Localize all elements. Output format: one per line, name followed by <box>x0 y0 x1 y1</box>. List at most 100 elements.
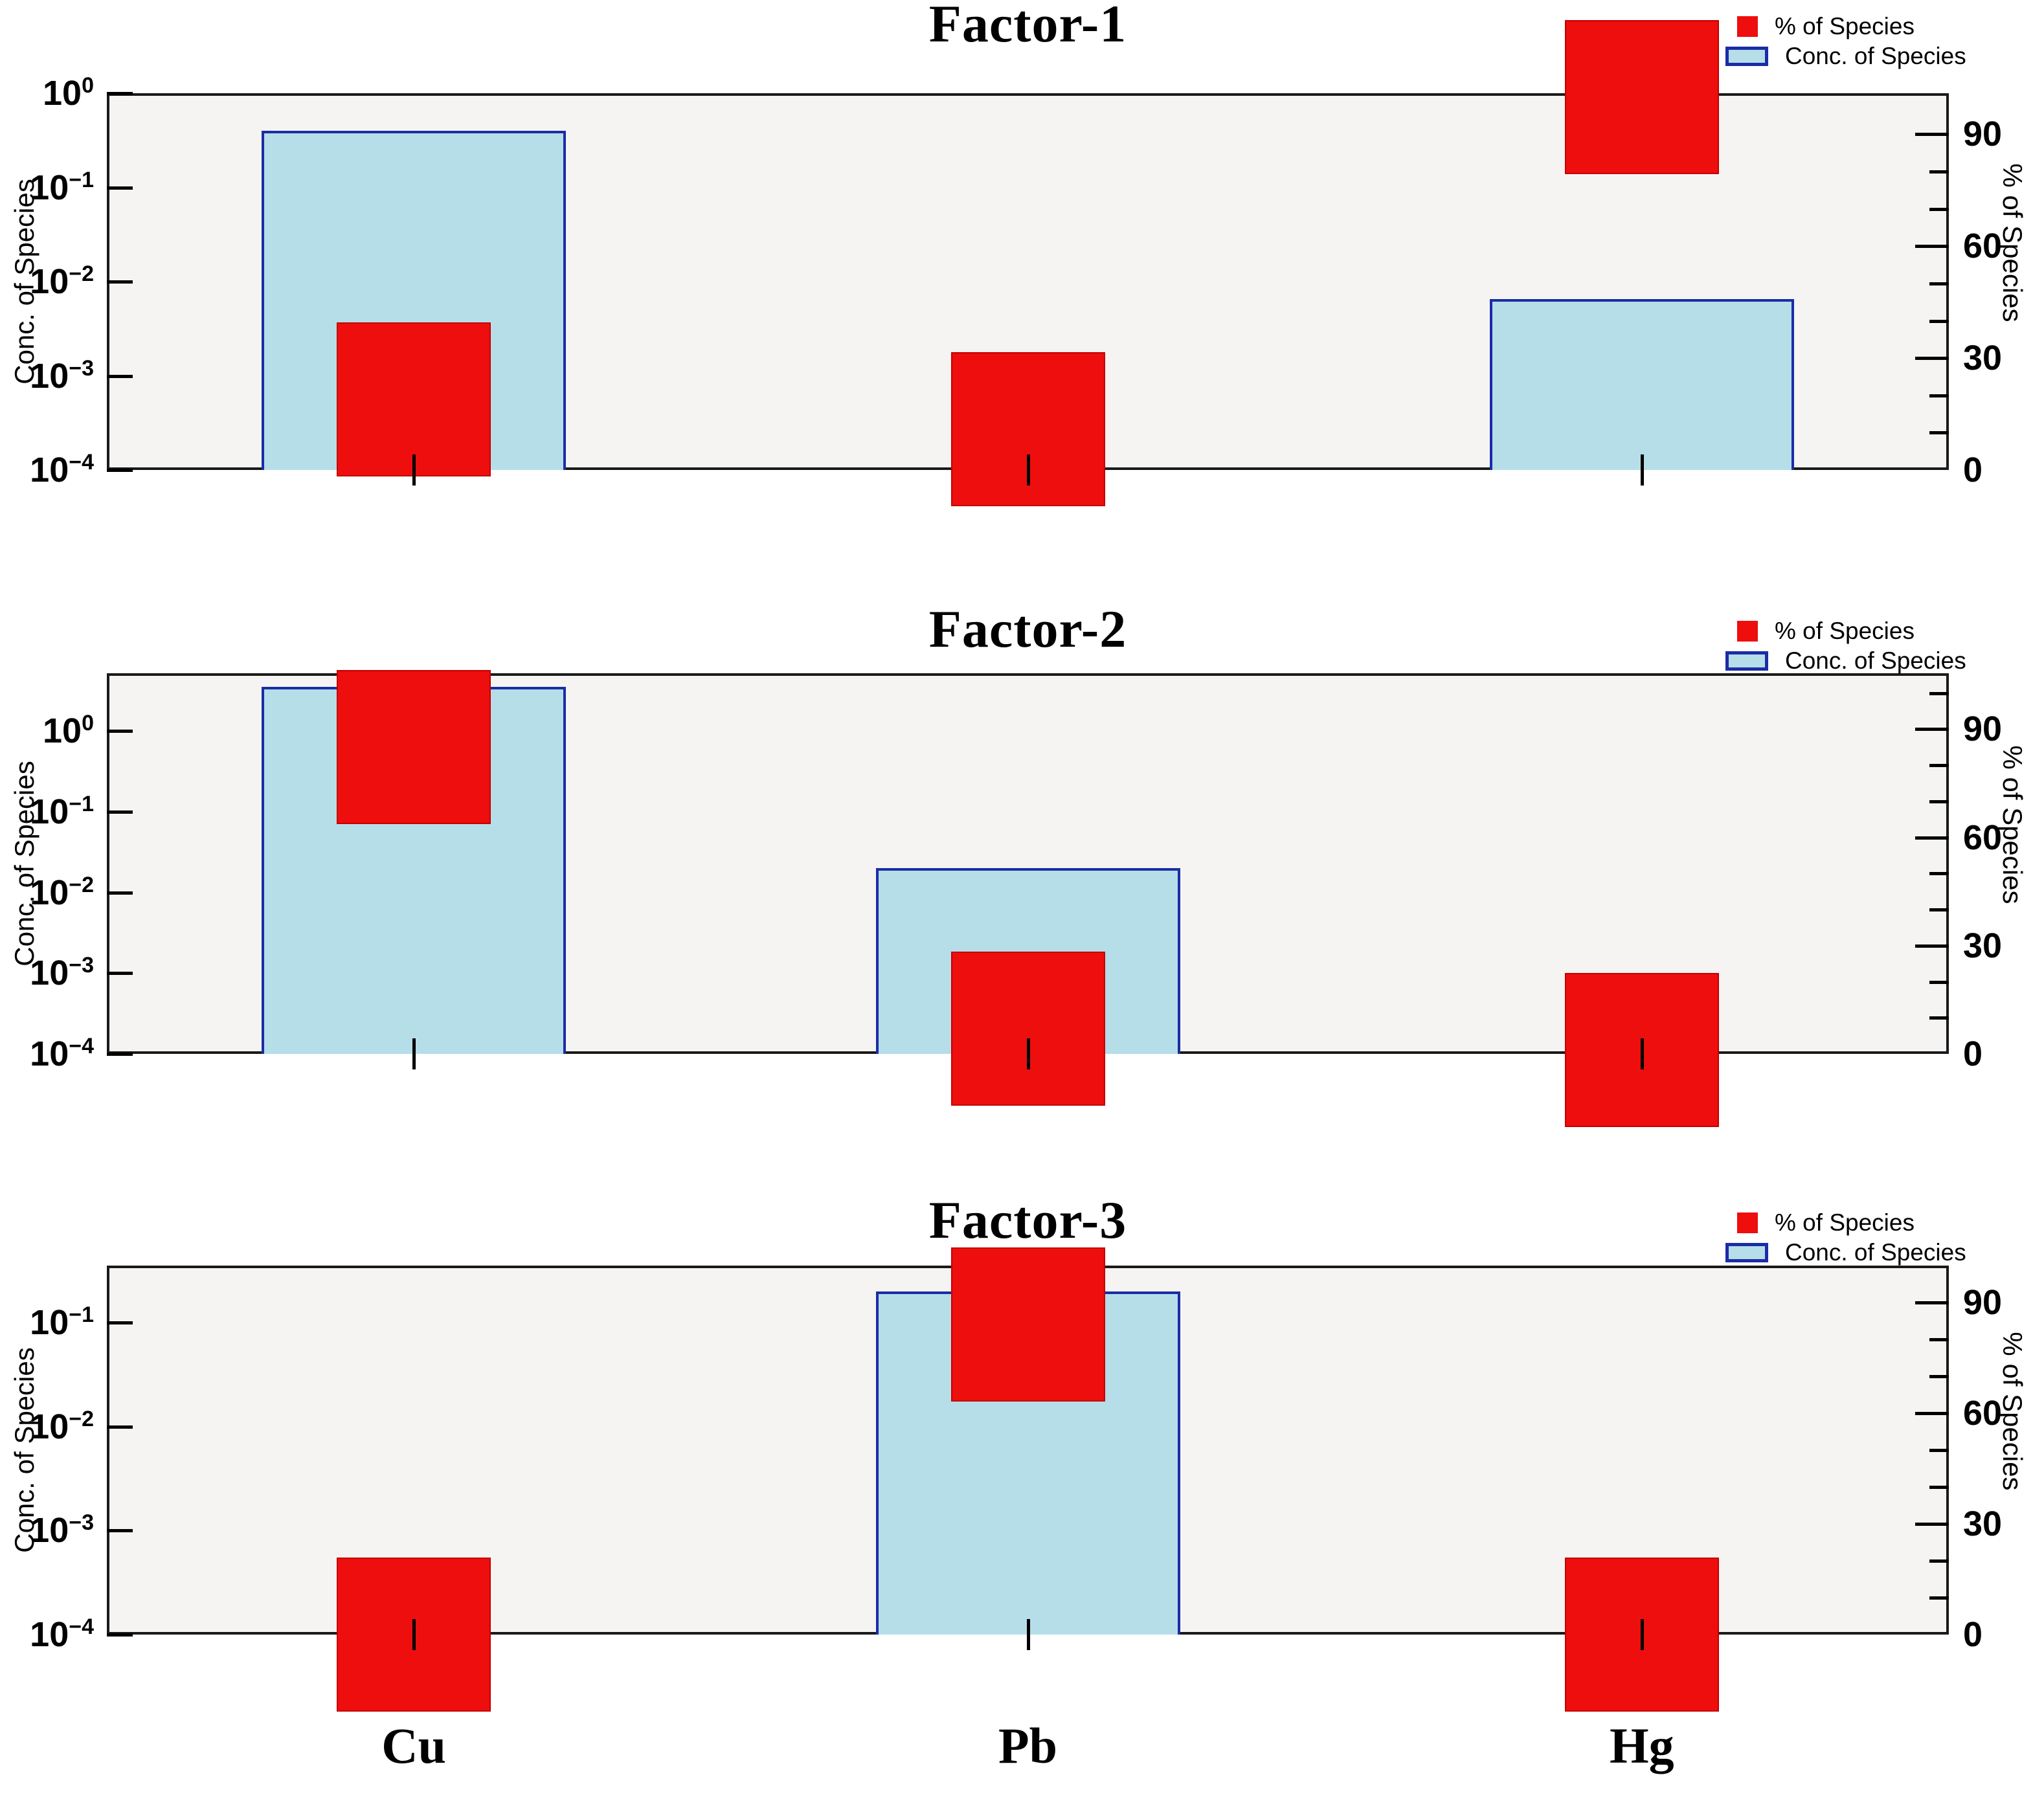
left-axis-tick <box>107 374 133 378</box>
legend-item-label: Conc. of Species <box>1785 1239 1966 1266</box>
legend-item-label: % of Species <box>1775 13 1915 39</box>
right-axis-title: % of Species <box>1997 163 2028 322</box>
right-axis-minor-tick <box>1929 207 1949 211</box>
exponent: −3 <box>69 953 94 978</box>
right-axis-minor-tick <box>1929 1375 1949 1378</box>
left-axis-tick <box>107 1321 133 1325</box>
right-axis-tick <box>1915 1523 1949 1526</box>
legend-item: Conc. of Species <box>1725 1238 1966 1268</box>
left-tick-label: 10−1 <box>30 791 94 831</box>
right-tick-label: 0 <box>1963 451 1983 489</box>
right-axis-tick <box>1915 944 1949 948</box>
left-axis-tick <box>107 810 133 814</box>
right-tick-label: 90 <box>1963 710 2003 749</box>
exponent: −4 <box>69 1034 94 1058</box>
left-axis-tick <box>107 891 133 895</box>
right-axis-minor-tick <box>1929 319 1949 323</box>
category-label-pb: Pb <box>998 1717 1058 1774</box>
x-axis-tick <box>412 454 416 486</box>
right-axis-minor-tick <box>1929 1559 1949 1563</box>
x-axis-tick <box>1640 454 1644 486</box>
right-tick-label: 90 <box>1963 115 2003 154</box>
panel-title-3: Factor-3 <box>928 1190 1127 1249</box>
left-tick-label: 10−4 <box>30 1615 94 1654</box>
pct-marker-cu <box>337 322 491 476</box>
left-axis-tick <box>107 92 133 95</box>
right-axis-minor-tick <box>1929 980 1949 984</box>
pct-marker-pb <box>950 951 1105 1106</box>
left-axis-tick <box>107 186 133 190</box>
right-axis-minor-tick <box>1929 1016 1949 1020</box>
pct-marker-pb <box>950 352 1105 506</box>
x-axis-tick <box>412 1619 416 1650</box>
right-tick-label: 60 <box>1963 1394 2003 1433</box>
left-tick-label: 10−4 <box>30 1034 94 1073</box>
left-tick-label: 10−4 <box>30 450 94 489</box>
right-axis-tick <box>1915 245 1949 249</box>
right-axis-title: % of Species <box>1997 1332 2028 1491</box>
right-axis-minor-tick <box>1929 764 1949 768</box>
blue-bar-swatch <box>1725 47 1768 66</box>
right-axis-minor-tick <box>1929 1596 1949 1600</box>
category-label-cu: Cu <box>381 1717 447 1774</box>
legend-item-label: % of Species <box>1775 1209 1915 1236</box>
left-axis-title: Conc. of Species <box>9 1347 39 1553</box>
exponent: −4 <box>69 450 94 475</box>
exponent: −4 <box>69 1615 94 1639</box>
exponent: −2 <box>69 262 94 286</box>
right-tick-label: 30 <box>1963 1504 2003 1543</box>
left-axis-tick <box>107 280 133 284</box>
right-tick-label: 30 <box>1963 339 2003 378</box>
right-axis-minor-tick <box>1929 908 1949 912</box>
left-axis-tick <box>107 730 133 733</box>
right-axis-tick <box>1915 1412 1949 1415</box>
legend-item: % of Species <box>1725 616 1966 646</box>
right-axis-minor-tick <box>1929 872 1949 876</box>
panel-title-1: Factor-1 <box>928 0 1127 53</box>
left-tick-label: 100 <box>43 73 94 113</box>
left-tick-label: 10−3 <box>30 953 94 993</box>
right-tick-label: 90 <box>1963 1283 2003 1322</box>
x-axis-tick <box>1026 1619 1030 1650</box>
right-axis-tick <box>1915 1301 1949 1304</box>
left-axis-tick <box>107 469 133 472</box>
right-axis-tick <box>1915 357 1949 361</box>
left-tick-label: 10−2 <box>30 262 94 301</box>
left-tick-label: 10−3 <box>30 355 94 396</box>
left-axis-tick <box>107 1425 133 1429</box>
exponent: −1 <box>69 1302 94 1328</box>
exponent: −2 <box>69 872 94 897</box>
category-label-hg: Hg <box>1609 1717 1674 1774</box>
exponent: −2 <box>69 1406 94 1431</box>
x-axis-tick <box>1640 1038 1644 1069</box>
left-axis-tick <box>107 1633 133 1637</box>
right-axis-minor-tick <box>1929 170 1949 173</box>
x-axis-tick <box>1026 454 1030 486</box>
right-axis-minor-tick <box>1929 1486 1949 1489</box>
exponent: 0 <box>82 73 94 98</box>
right-axis-title: % of Species <box>1997 745 2028 904</box>
legend-panel-3: % of Species Conc. of Species <box>1725 1208 1966 1268</box>
right-tick-label: 0 <box>1963 1615 1983 1654</box>
right-tick-label: 30 <box>1963 926 2003 965</box>
conc-bar-hg <box>1489 299 1794 470</box>
legend-item: Conc. of Species <box>1725 646 1966 676</box>
left-tick-label: 10−1 <box>30 167 94 207</box>
legend-item: % of Species <box>1725 1208 1966 1238</box>
right-axis-minor-tick <box>1929 282 1949 285</box>
x-axis-tick <box>412 1038 416 1069</box>
left-tick-label: 100 <box>43 711 94 751</box>
blue-bar-swatch <box>1725 1243 1768 1262</box>
left-axis-title: Conc. of Species <box>9 179 39 385</box>
legend-item-label: % of Species <box>1775 618 1915 644</box>
left-tick-label: 10−3 <box>30 1510 94 1550</box>
legend-item: Conc. of Species <box>1725 41 1966 71</box>
right-tick-label: 0 <box>1963 1034 1983 1073</box>
left-axis-title: Conc. of Species <box>9 761 39 967</box>
right-axis-minor-tick <box>1929 1338 1949 1341</box>
legend-item-label: Conc. of Species <box>1785 43 1966 69</box>
legend-item-label: Conc. of Species <box>1785 647 1966 674</box>
right-axis-minor-tick <box>1929 394 1949 397</box>
right-axis-minor-tick <box>1929 431 1949 435</box>
legend-item: % of Species <box>1725 12 1966 41</box>
